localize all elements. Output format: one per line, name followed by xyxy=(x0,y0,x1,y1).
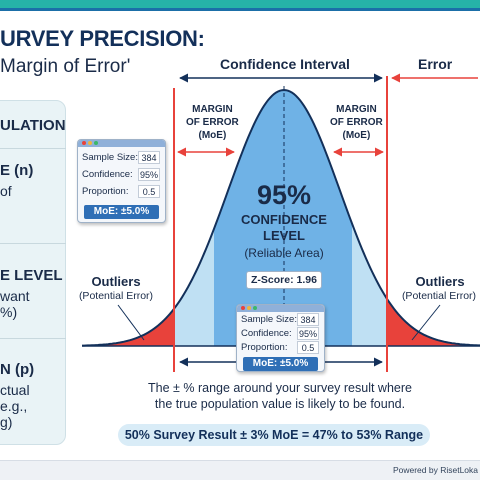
proportion-value[interactable]: 0.5 xyxy=(297,341,319,354)
moe-label-left: MARGIN OF ERROR (MoE) xyxy=(186,104,239,141)
confidence-label-line1: CONFIDENCE xyxy=(241,212,327,227)
moe-result: MoE: ±5.0% xyxy=(84,205,159,219)
panel-heading-proportion: N (p) xyxy=(0,361,35,378)
bell-curve-outline xyxy=(82,88,480,347)
proportion-value[interactable]: 0.5 xyxy=(138,185,160,198)
example-range-pill: 50% Survey Result ± 3% MoE = 47% to 53% … xyxy=(118,424,430,446)
outliers-left-title: Outliers xyxy=(91,274,141,289)
panel-text: g) xyxy=(0,414,13,430)
footer: Powered by RisetLoka xyxy=(0,460,480,480)
panel-heading-sample-size: E (n) xyxy=(0,162,34,179)
proportion-label: Proportion: xyxy=(82,186,129,197)
proportion-label: Proportion: xyxy=(241,342,288,353)
calculator-card-left: Sample Size: 384 Confidence: 95% Proport… xyxy=(77,139,166,223)
footer-credit: Powered by RisetLoka xyxy=(392,465,478,475)
panel-heading-confidence-level: E LEVEL xyxy=(0,267,63,284)
confidence-label: Confidence: xyxy=(241,328,292,339)
outlier-pointer-right xyxy=(411,304,441,341)
moe-result: MoE: ±5.0% xyxy=(243,357,318,371)
outlier-pointer-left xyxy=(117,304,145,341)
confidence-value[interactable]: 95% xyxy=(297,327,319,340)
error-label: Error xyxy=(418,56,453,72)
confidence-interval-label: Confidence Interval xyxy=(220,56,350,72)
moe-label-right: MARGIN OF ERROR (MoE) xyxy=(330,104,383,141)
reliable-area-caption: (Reliable Area) xyxy=(244,246,324,260)
sample-size-label: Sample Size: xyxy=(82,152,138,163)
card-titlebar xyxy=(237,305,324,312)
panel-divider xyxy=(0,148,66,149)
page-subtitle: Margin of Error' xyxy=(0,56,131,77)
panel-text: %) xyxy=(0,304,18,320)
confidence-percent: 95% xyxy=(256,180,312,210)
panel-text: ctual xyxy=(0,382,30,398)
panel-heading-population: ULATION xyxy=(0,117,66,134)
confidence-label-line2: LEVEL xyxy=(263,228,305,243)
card-titlebar xyxy=(78,140,165,147)
confidence-value[interactable]: 95% xyxy=(138,168,160,181)
variables-panel xyxy=(0,100,66,445)
top-accent-line xyxy=(0,8,480,11)
outliers-right-title: Outliers xyxy=(415,274,465,289)
panel-text: of xyxy=(0,183,12,199)
top-accent-bar xyxy=(0,0,480,10)
calculator-card-bottom: Sample Size: 384 Confidence: 95% Proport… xyxy=(236,304,325,372)
sample-size-value[interactable]: 384 xyxy=(297,313,319,326)
sample-size-value[interactable]: 384 xyxy=(138,151,160,164)
panel-divider xyxy=(0,243,66,244)
lower-tail-region xyxy=(82,308,174,346)
page-title: URVEY PRECISION: xyxy=(0,26,205,51)
confidence-label: Confidence: xyxy=(82,169,133,180)
sample-size-label: Sample Size: xyxy=(241,314,297,325)
panel-divider xyxy=(0,338,66,339)
panel-text: e.g., xyxy=(0,398,28,414)
description-line1: The ± % range around your survey result … xyxy=(148,381,412,395)
panel-text: want xyxy=(0,288,30,304)
outliers-right-subtitle: (Potential Error) xyxy=(401,290,477,302)
upper-tail-region xyxy=(386,297,480,346)
zscore-badge: Z-Score: 1.96 xyxy=(246,271,322,289)
description-line2: the true population value is likely to b… xyxy=(154,397,406,411)
outliers-left-subtitle: (Potential Error) xyxy=(78,290,154,302)
